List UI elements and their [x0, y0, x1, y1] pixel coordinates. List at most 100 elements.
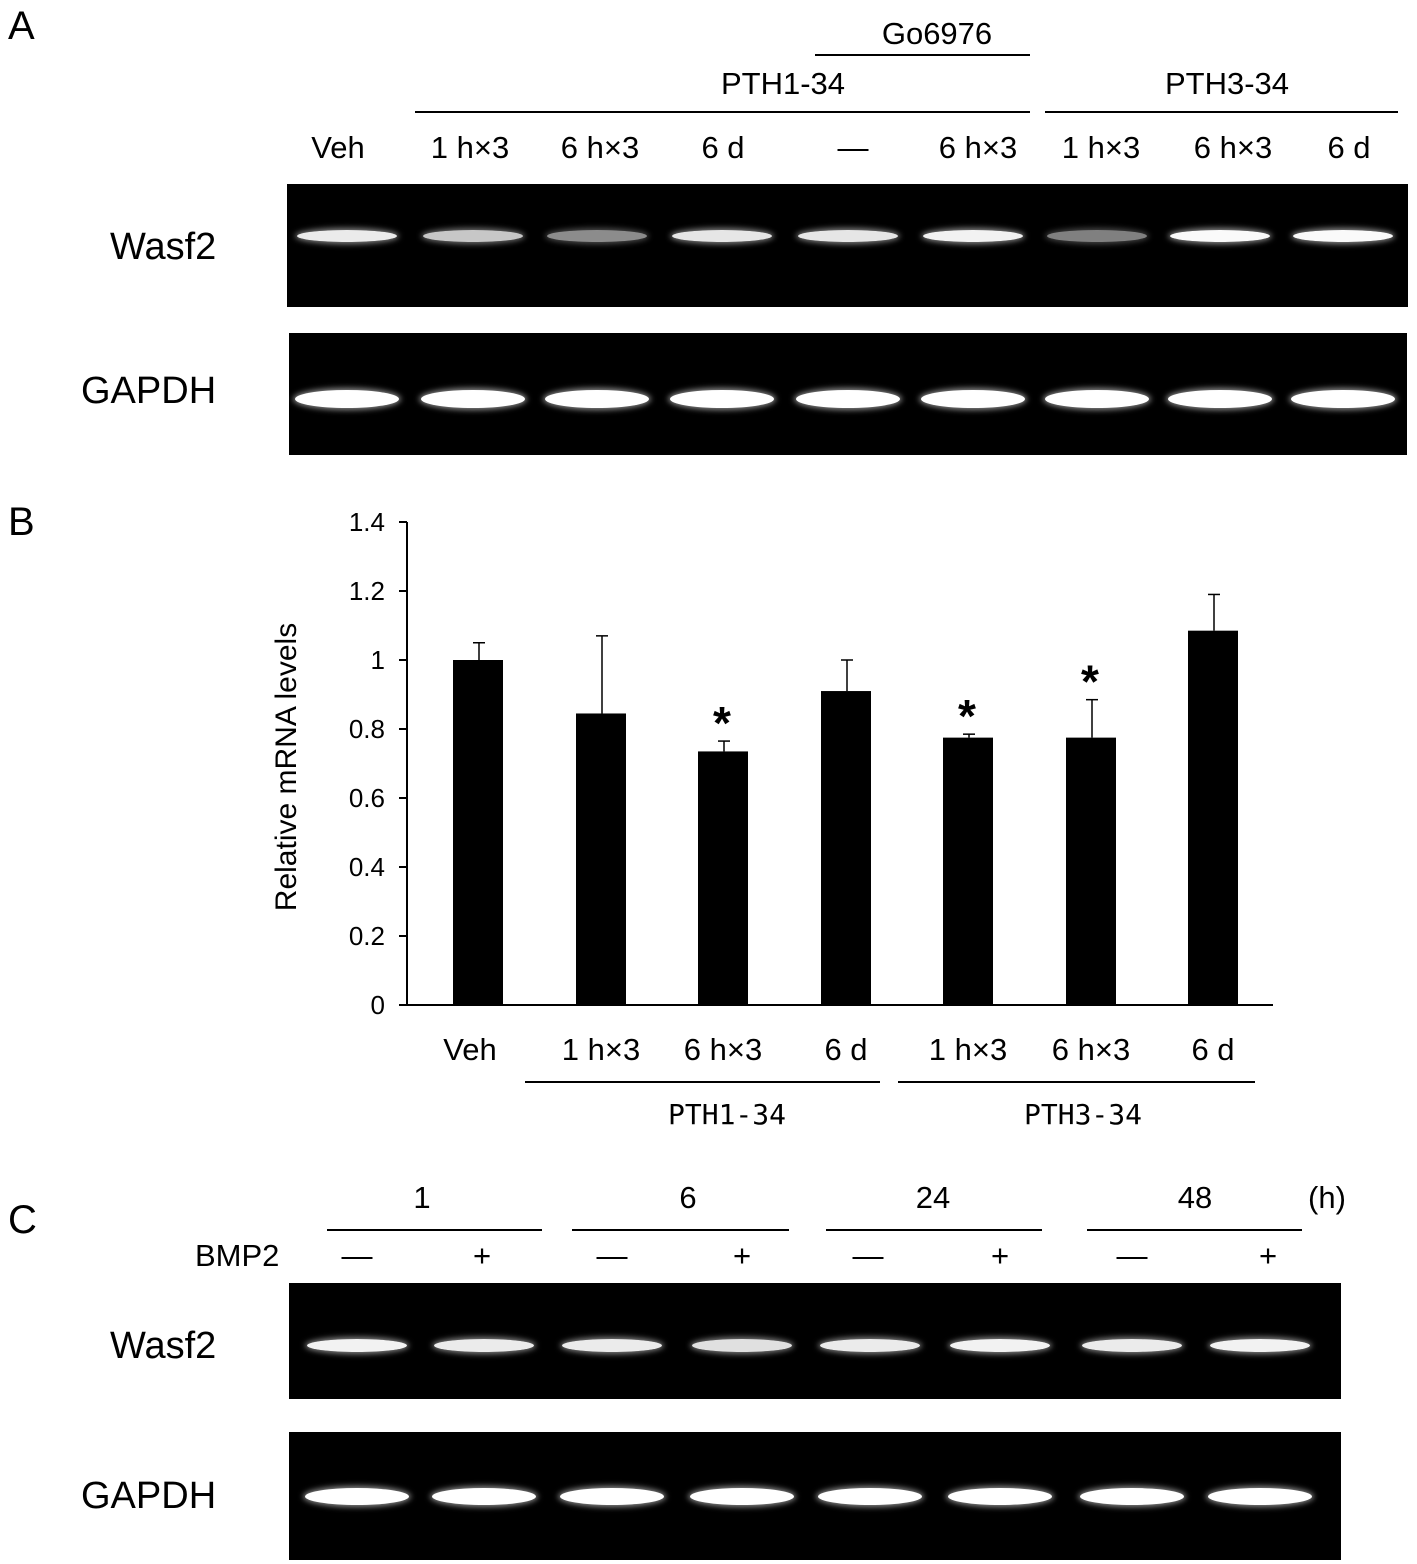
y-tick-label-0: 0	[371, 990, 385, 1020]
c-wasf2-band-4	[820, 1338, 920, 1352]
c-gapdh-band-4	[818, 1487, 922, 1505]
bars: * * *	[453, 593, 1238, 1005]
panel-b-letter: B	[8, 500, 35, 544]
y-axis-label: Relative mRNA levels	[270, 623, 303, 911]
x-category-2: 6 h×3	[683, 1032, 763, 1067]
go6976-label: Go6976	[881, 16, 993, 51]
panel-c-gapdh-label: GAPDH	[81, 1475, 217, 1517]
panel-a-gapdh-gel	[289, 333, 1407, 455]
a-wasf2-band-8	[1293, 230, 1393, 242]
y-tick-label-1: 0.2	[349, 921, 385, 951]
c-gapdh-band-1	[432, 1487, 536, 1505]
y-tick-label-7: 1.4	[349, 507, 385, 537]
a-gapdh-band-3	[670, 390, 774, 408]
bmp2-sign-5: +	[990, 1238, 1010, 1273]
bar-6	[1188, 630, 1238, 1005]
a-gapdh-band-7	[1168, 390, 1272, 408]
a-gapdh-band-4	[796, 390, 900, 408]
bmp2-label: BMP2	[195, 1238, 280, 1273]
panel-a-lane-1: 1 h×3	[430, 130, 510, 165]
c-wasf2-band-6	[1082, 1338, 1182, 1352]
a-wasf2-band-4	[798, 230, 898, 242]
time-line-0	[327, 1229, 542, 1231]
panel-c-gapdh-gel	[289, 1432, 1341, 1560]
a-wasf2-band-0	[297, 230, 397, 242]
x-category-5: 6 h×3	[1051, 1032, 1131, 1067]
pth134-line	[415, 111, 1030, 113]
significance-star-5: *	[1081, 656, 1099, 708]
time-label-2: 24	[915, 1180, 951, 1215]
a-gapdh-band-5	[921, 390, 1025, 408]
panel-c-wasf2-label: Wasf2	[110, 1325, 217, 1367]
a-gapdh-band-2	[545, 390, 649, 408]
x-category-0: Veh	[443, 1032, 497, 1067]
bmp2-sign-2: —	[596, 1238, 628, 1273]
panel-a-lane-7: 6 h×3	[1193, 130, 1273, 165]
y-tick-label-3: 0.6	[349, 783, 385, 813]
time-label-1: 6	[679, 1180, 697, 1215]
a-gapdh-band-1	[421, 390, 525, 408]
x-category-6: 6 d	[1191, 1032, 1235, 1067]
y-ticks: 0 0.2 0.4 0.6 0.8 1 1.2 1.4	[349, 507, 407, 1020]
a-wasf2-band-7	[1170, 230, 1270, 242]
panel-a-lane-3: 6 d	[701, 130, 745, 165]
bar-5	[1066, 737, 1116, 1005]
b-pth134-label: PTH1-34	[667, 1098, 787, 1131]
c-gapdh-band-6	[1080, 1487, 1184, 1505]
y-tick-label-4: 0.8	[349, 714, 385, 744]
b-pth134-line	[525, 1081, 880, 1083]
c-gapdh-band-2	[560, 1487, 664, 1505]
bar-4	[943, 737, 993, 1005]
significance-star-2: *	[713, 697, 731, 749]
panel-a-letter: A	[8, 4, 35, 48]
c-gapdh-band-7	[1208, 1487, 1312, 1505]
c-gapdh-band-5	[948, 1487, 1052, 1505]
y-tick-label-2: 0.4	[349, 852, 385, 882]
bmp2-sign-7: +	[1258, 1238, 1278, 1273]
panel-c-wasf2-gel	[289, 1283, 1341, 1399]
go6976-line	[815, 54, 1030, 56]
pth334-line	[1045, 111, 1398, 113]
c-wasf2-band-7	[1210, 1338, 1310, 1352]
c-gapdh-band-3	[690, 1487, 794, 1505]
a-gapdh-band-6	[1045, 390, 1149, 408]
panel-c-letter: C	[8, 1198, 37, 1242]
a-gapdh-band-0	[295, 390, 399, 408]
b-pth334-label: PTH3-34	[1023, 1098, 1143, 1131]
y-tick-label-5: 1	[371, 645, 385, 675]
significance-star-4: *	[958, 690, 976, 742]
x-category-1: 1 h×3	[561, 1032, 641, 1067]
panel-a-lane-0: Veh	[311, 130, 365, 165]
bmp2-sign-0: —	[341, 1238, 373, 1273]
panel-a-gapdh-label: GAPDH	[81, 370, 217, 412]
bmp2-sign-4: —	[852, 1238, 884, 1273]
b-pth334-line	[898, 1081, 1255, 1083]
a-wasf2-band-3	[672, 230, 772, 242]
panel-a-lane-5: 6 h×3	[938, 130, 1018, 165]
panel-a-lane-8: 6 d	[1327, 130, 1371, 165]
x-category-4: 1 h×3	[928, 1032, 1008, 1067]
time-line-3	[1087, 1229, 1302, 1231]
a-wasf2-band-5	[923, 230, 1023, 242]
a-wasf2-band-2	[547, 230, 647, 242]
c-wasf2-band-1	[434, 1338, 534, 1352]
pth334-label: PTH3-34	[1164, 66, 1290, 101]
time-line-2	[826, 1229, 1042, 1231]
x-category-3: 6 d	[824, 1032, 868, 1067]
y-tick-label-6: 1.2	[349, 576, 385, 606]
a-wasf2-band-6	[1047, 230, 1147, 242]
c-gapdh-band-0	[305, 1487, 409, 1505]
panel-a-lane-6: 1 h×3	[1061, 130, 1141, 165]
bmp2-sign-1: +	[472, 1238, 492, 1273]
time-line-1	[572, 1229, 789, 1231]
panel-a-wasf2-gel	[287, 184, 1408, 307]
panel-a-lane-4: —	[837, 130, 869, 165]
bmp2-sign-3: +	[732, 1238, 752, 1273]
bar-2	[698, 751, 748, 1005]
bmp2-sign-6: —	[1116, 1238, 1148, 1273]
bar-1	[576, 713, 626, 1005]
a-gapdh-band-8	[1291, 390, 1395, 408]
bar-0	[453, 660, 503, 1005]
bar-chart: Relative mRNA levels 0 0.2 0.4 0.6 0.8 1 1.2 1.…	[270, 507, 1273, 1020]
pth134-label: PTH1-34	[720, 66, 846, 101]
